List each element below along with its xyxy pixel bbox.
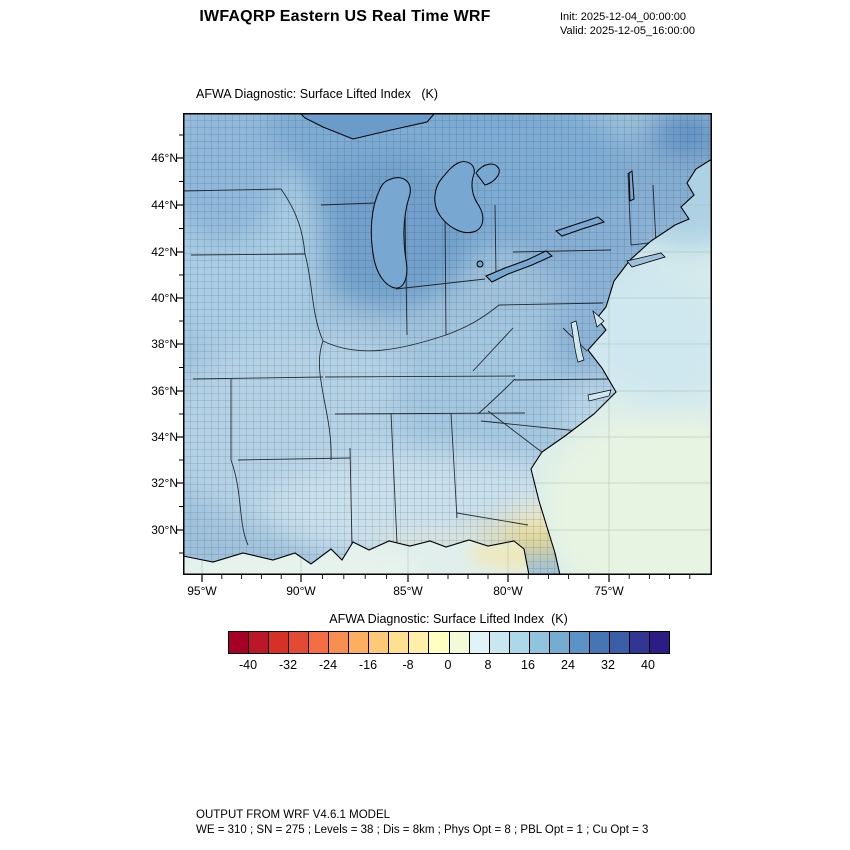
colorbar-tick-label: 16	[521, 658, 535, 672]
axis-ticks	[176, 134, 691, 582]
lon-tick-label: 80°W	[493, 584, 523, 598]
pamlico-sound	[587, 389, 612, 402]
chesapeake-bay	[570, 320, 585, 363]
lake-ontario	[554, 216, 606, 237]
lake-erie	[485, 250, 553, 283]
valid-time: Valid: 2025-12-05_16:00:00	[560, 25, 695, 37]
colorbar-tick-label: -32	[278, 658, 298, 672]
colorbar-cell	[289, 632, 310, 653]
colorbar-cell	[269, 632, 290, 653]
footer: OUTPUT FROM WRF V4.6.1 MODEL WE = 310 ; …	[196, 808, 648, 837]
lat-tick-label: 34°N	[151, 430, 178, 444]
colorbar-ticks: -40 -32 -24 -16 -8 0 8 16 24 32 40	[228, 658, 669, 674]
colorbar-cell	[629, 632, 650, 653]
lat-tick-label: 36°N	[151, 384, 178, 398]
lat-tick-label: 46°N	[151, 151, 178, 165]
colorbar-tick-label: 8	[484, 658, 492, 672]
great-lakes	[299, 113, 635, 289]
lat-tick-label: 30°N	[151, 523, 178, 537]
init-time: Init: 2025-12-04_00:00:00	[560, 11, 686, 23]
colorbar-cell	[389, 632, 410, 653]
colorbar-cell	[449, 632, 470, 653]
map-title: AFWA Diagnostic: Surface Lifted Index (K…	[196, 87, 438, 101]
lat-tick-label: 42°N	[151, 245, 178, 259]
wrf-map-canvas	[176, 113, 712, 582]
colorbar-cell	[429, 632, 450, 653]
colorbar-tick-label: -8	[402, 658, 414, 672]
lat-tick-label: 32°N	[151, 476, 178, 490]
lat-tick-label: 40°N	[151, 291, 178, 305]
map-frame	[183, 113, 712, 575]
colorbar-tick-label: 32	[601, 658, 615, 672]
colorbar	[228, 631, 670, 654]
colorbar-cell	[549, 632, 570, 653]
colorbar-cell	[569, 632, 590, 653]
colorbar-tick-label: 24	[561, 658, 575, 672]
lake-champlain	[628, 170, 635, 202]
colorbar-cell	[489, 632, 510, 653]
lon-tick-label: 75°W	[594, 584, 624, 598]
colorbar-cell	[349, 632, 370, 653]
lon-tick-label: 90°W	[286, 584, 316, 598]
colorbar-cell	[409, 632, 430, 653]
long-island	[626, 252, 666, 268]
colorbar-cell	[509, 632, 530, 653]
lake-huron	[434, 161, 484, 234]
colorbar-tick-label: -24	[318, 658, 338, 672]
page-title: IWFAQRP Eastern US Real Time WRF	[199, 8, 491, 25]
lon-tick-label: 95°W	[187, 584, 217, 598]
colorbar-cell	[529, 632, 550, 653]
lake-michigan	[370, 177, 411, 289]
lake-st-clair	[476, 260, 484, 268]
colorbar-tick-label: 0	[444, 658, 452, 672]
colorbar-cell	[469, 632, 490, 653]
lon-tick-label: 85°W	[393, 584, 423, 598]
colorbar-title: AFWA Diagnostic: Surface Lifted Index (K…	[329, 612, 568, 626]
state-boundaries	[183, 172, 684, 546]
timestamp-block: Init: 2025-12-04_00:00:00 Valid: 2025-12…	[560, 10, 695, 38]
colorbar-cell	[369, 632, 390, 653]
colorbar-cell	[649, 632, 670, 653]
colorbar-tick-label: 40	[641, 658, 655, 672]
footer-config-line: WE = 310 ; SN = 275 ; Levels = 38 ; Dis …	[196, 823, 649, 836]
delaware-bay	[592, 309, 605, 328]
colorbar-cell	[249, 632, 270, 653]
footer-model-line: OUTPUT FROM WRF V4.6.1 MODEL	[196, 809, 391, 821]
colorbar-cell	[229, 632, 250, 653]
lat-tick-label: 38°N	[151, 337, 178, 351]
colorbar-tick-label: -16	[358, 658, 378, 672]
coastal-bays	[570, 309, 612, 402]
colorbar-cell	[589, 632, 610, 653]
colorbar-cell	[329, 632, 350, 653]
colorbar-tick-label: -40	[238, 658, 258, 672]
colorbar-cell	[609, 632, 630, 653]
lat-tick-label: 44°N	[151, 198, 178, 212]
georgian-bay	[475, 163, 500, 186]
colorbar-cell	[309, 632, 330, 653]
